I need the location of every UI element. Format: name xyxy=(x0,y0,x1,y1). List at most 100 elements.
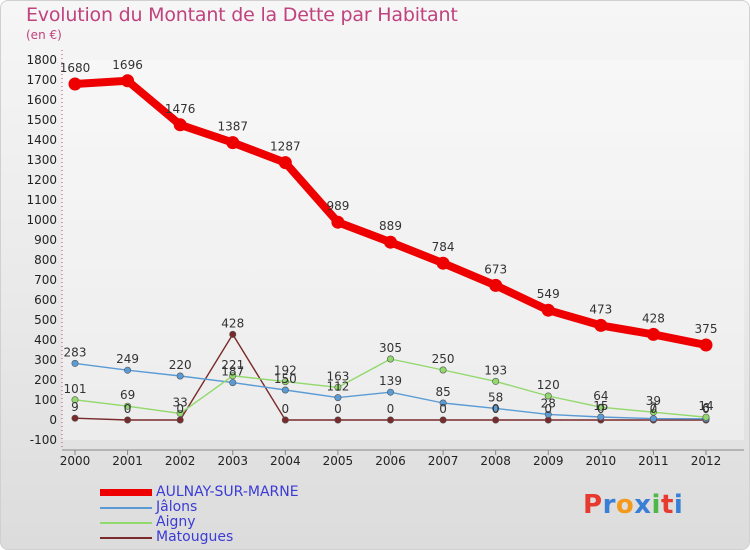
data-label: 889 xyxy=(379,219,402,233)
y-tick-label: 100 xyxy=(34,393,57,407)
x-tick-label: 2004 xyxy=(270,454,301,468)
y-tick-label: 1000 xyxy=(26,213,57,227)
data-point xyxy=(71,414,79,422)
data-label: 0 xyxy=(492,402,500,416)
data-label: 0 xyxy=(650,402,658,416)
data-point xyxy=(492,404,500,412)
data-label: 28 xyxy=(541,396,556,410)
y-tick-label: 1600 xyxy=(26,93,57,107)
y-tick-label: 700 xyxy=(34,273,57,287)
data-point xyxy=(699,338,713,352)
x-tick-label: 2001 xyxy=(112,454,143,468)
data-label: 187 xyxy=(221,365,244,379)
data-label: 0 xyxy=(176,402,184,416)
data-point xyxy=(121,74,135,88)
data-label: 192 xyxy=(274,364,297,378)
data-point xyxy=(386,416,394,424)
data-label: 0 xyxy=(334,402,342,416)
x-tick-label: 2009 xyxy=(533,454,564,468)
data-point xyxy=(334,416,342,424)
chart-title: Evolution du Montant de la Dette par Hab… xyxy=(26,4,458,26)
data-point xyxy=(124,366,132,374)
data-point xyxy=(334,383,342,391)
logo-letter: i xyxy=(673,490,684,520)
data-label: 220 xyxy=(169,358,192,372)
data-point xyxy=(124,416,132,424)
data-label: 0 xyxy=(597,402,605,416)
data-label: 784 xyxy=(432,240,455,254)
data-point xyxy=(489,278,503,292)
data-point xyxy=(702,413,710,421)
data-point xyxy=(594,318,608,332)
y-tick-label: 200 xyxy=(34,373,57,387)
data-label: 673 xyxy=(484,262,507,276)
legend-swatch xyxy=(100,536,152,539)
data-label: 221 xyxy=(221,358,244,372)
data-point xyxy=(646,327,660,341)
data-label: 101 xyxy=(64,382,87,396)
data-label: 6 xyxy=(702,401,710,415)
data-label: 250 xyxy=(432,352,455,366)
legend-label: AULNAY-SUR-MARNE xyxy=(156,484,299,500)
proxiti-logo: Proxiti xyxy=(583,490,683,520)
y-tick-label: 1100 xyxy=(26,193,57,207)
data-point xyxy=(541,303,555,317)
data-point xyxy=(229,330,237,338)
data-label: 15 xyxy=(593,399,608,413)
data-label: 0 xyxy=(124,402,132,416)
legend-swatch xyxy=(100,521,152,524)
logo-letter: t xyxy=(660,490,674,520)
data-point xyxy=(439,399,447,407)
data-point xyxy=(281,386,289,394)
x-tick-label: 2010 xyxy=(586,454,617,468)
data-label: 120 xyxy=(537,378,560,392)
data-point xyxy=(597,413,605,421)
data-label: 1476 xyxy=(165,102,196,116)
y-tick-label: 1400 xyxy=(26,133,57,147)
data-label: 0 xyxy=(544,402,552,416)
y-tick-label: 1800 xyxy=(26,53,57,67)
data-label: 1680 xyxy=(60,61,91,75)
x-tick-label: 2011 xyxy=(638,454,669,468)
data-point xyxy=(176,416,184,424)
logo-letter: P xyxy=(583,490,603,520)
y-tick-label: 1500 xyxy=(26,113,57,127)
x-tick-label: 2000 xyxy=(60,454,91,468)
x-tick-label: 2002 xyxy=(165,454,196,468)
data-label: 163 xyxy=(326,369,349,383)
data-label: 0 xyxy=(439,402,447,416)
data-label: 0 xyxy=(282,402,290,416)
data-point xyxy=(229,379,237,387)
data-point xyxy=(278,156,292,170)
data-point xyxy=(492,416,500,424)
legend-swatch xyxy=(100,506,152,509)
data-point xyxy=(544,410,552,418)
data-label: 1387 xyxy=(217,120,248,134)
y-tick-label: 400 xyxy=(34,333,57,347)
data-point xyxy=(436,256,450,270)
y-tick-label: 900 xyxy=(34,233,57,247)
logo-letter: r xyxy=(602,490,616,520)
data-label: 112 xyxy=(326,380,349,394)
legend-label: Aigny xyxy=(156,514,196,530)
data-point xyxy=(176,409,184,417)
data-point xyxy=(68,77,82,91)
y-tick-label: 1200 xyxy=(26,173,57,187)
y-tick-label: 800 xyxy=(34,253,57,267)
data-point xyxy=(492,377,500,385)
data-point xyxy=(331,215,345,229)
data-label: 39 xyxy=(646,394,661,408)
legend-swatch xyxy=(100,489,152,496)
data-label: 85 xyxy=(435,385,450,399)
y-tick-label: 500 xyxy=(34,313,57,327)
data-label: 139 xyxy=(379,374,402,388)
data-label: 33 xyxy=(173,395,188,409)
y-tick-label: 1700 xyxy=(26,73,57,87)
y-tick-label: 300 xyxy=(34,353,57,367)
legend-item: Jâlons xyxy=(100,500,299,515)
legend-item: Matougues xyxy=(100,530,299,545)
data-point xyxy=(597,403,605,411)
data-label: 9 xyxy=(71,400,79,414)
data-label: 473 xyxy=(589,302,612,316)
